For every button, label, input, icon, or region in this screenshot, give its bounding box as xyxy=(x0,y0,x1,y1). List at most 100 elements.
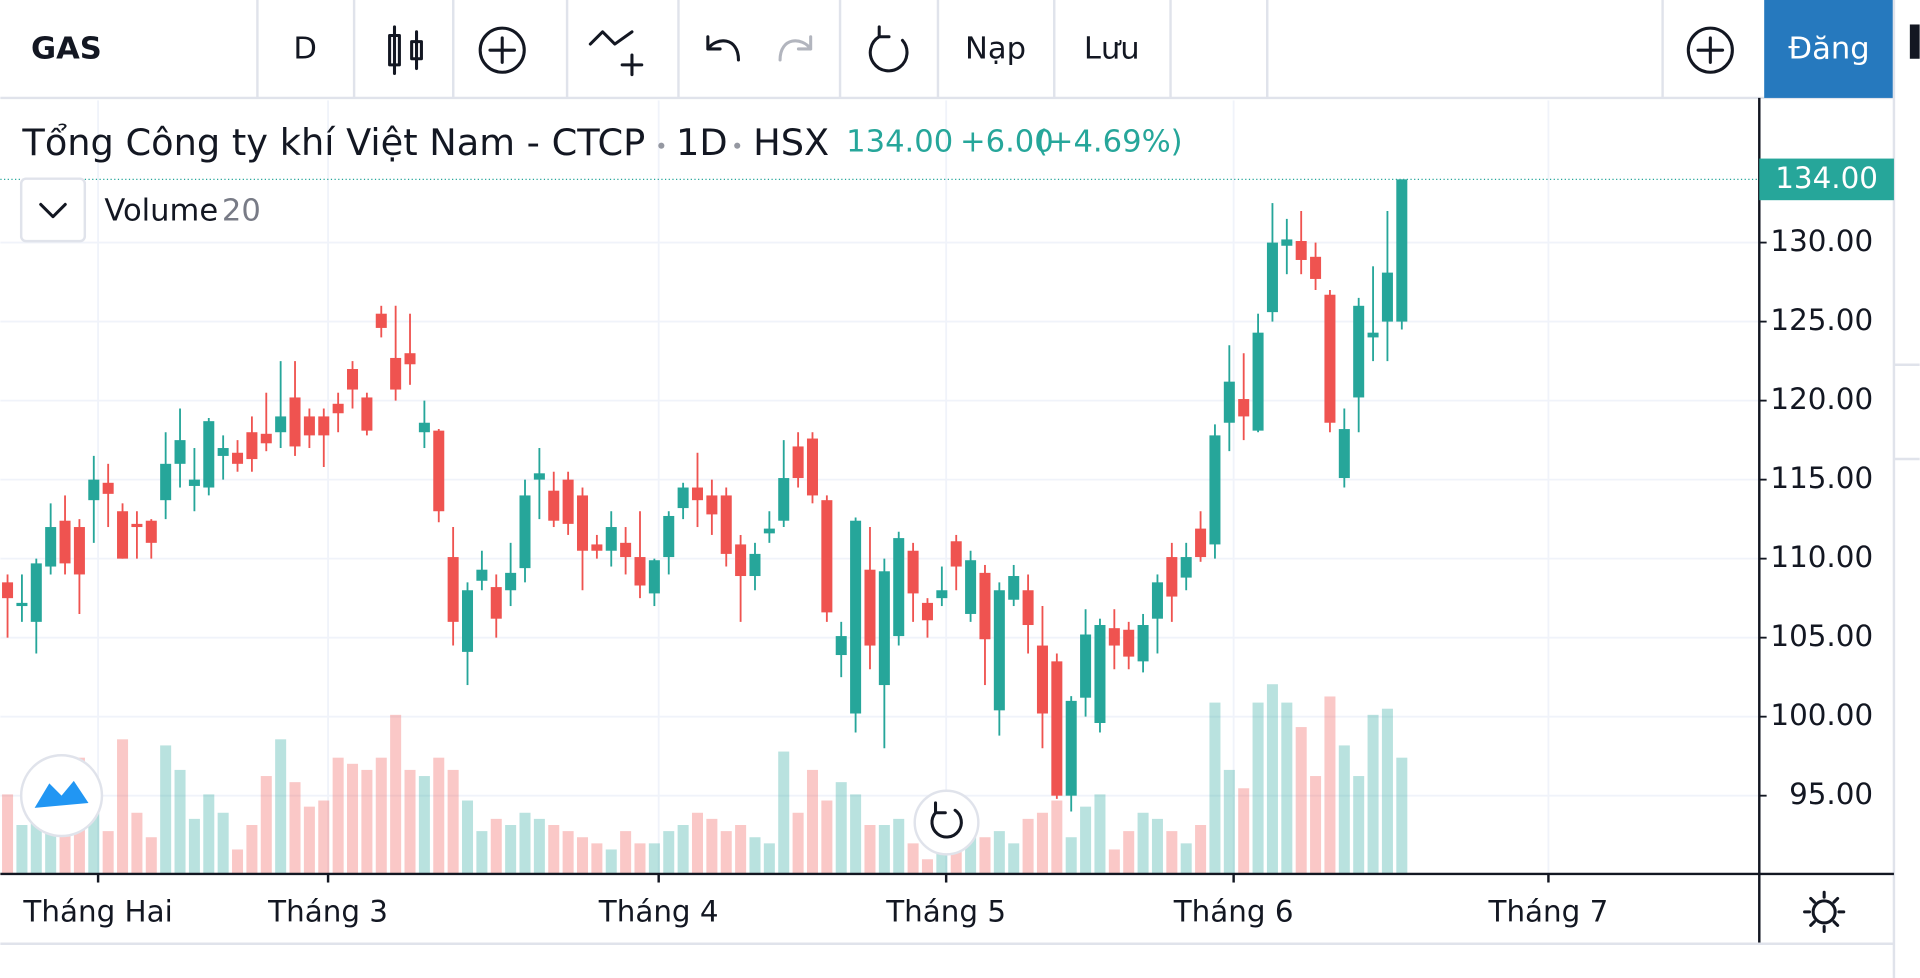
candle-body xyxy=(1065,700,1077,796)
candle-body xyxy=(45,527,57,567)
candle-body xyxy=(677,487,689,509)
candle-body xyxy=(806,438,818,496)
settings-button[interactable] xyxy=(1803,890,1846,934)
reset-scale-button[interactable] xyxy=(913,789,980,856)
volume-bar xyxy=(1195,824,1207,874)
candle-body xyxy=(1310,256,1322,279)
chart-style-button[interactable] xyxy=(388,25,423,75)
volume-bar xyxy=(936,837,948,874)
candle-body xyxy=(462,590,474,652)
volume-bar xyxy=(1353,776,1365,874)
y-tick-label: 105.00 xyxy=(1770,619,1873,653)
volume-bar xyxy=(246,824,258,874)
add-button[interactable] xyxy=(1686,26,1734,74)
candle-body xyxy=(1036,645,1048,714)
candle-body xyxy=(1223,381,1235,423)
volume-bar xyxy=(821,800,833,874)
candle-body xyxy=(275,416,287,433)
x-tick-label: Tháng 4 xyxy=(598,895,719,929)
volume-bar xyxy=(2,794,14,874)
candle-body xyxy=(433,430,445,512)
volume-bar xyxy=(318,800,330,874)
volume-bar xyxy=(778,751,790,874)
candle-body xyxy=(907,550,919,594)
candle-body xyxy=(476,569,488,581)
volume-bar xyxy=(332,757,344,874)
volume-bar xyxy=(203,794,215,874)
compare-button[interactable] xyxy=(478,26,526,74)
candle-body xyxy=(648,560,660,594)
volume-bar xyxy=(720,831,732,874)
candle-body xyxy=(835,636,847,656)
candle-body xyxy=(232,452,244,464)
candle-body xyxy=(850,520,862,714)
interval-button[interactable]: D xyxy=(293,32,317,67)
volume-bar xyxy=(519,812,531,874)
logo[interactable] xyxy=(19,754,104,838)
candle-body xyxy=(117,511,129,559)
volume-bar xyxy=(792,812,804,874)
candle-body xyxy=(131,523,143,528)
volume-bar xyxy=(835,782,847,874)
volume-bar xyxy=(1324,696,1336,874)
volume-bar xyxy=(217,812,229,874)
volume-bar xyxy=(1080,806,1092,874)
volume-bar xyxy=(447,769,459,874)
candle-body xyxy=(1238,399,1250,417)
volume-bar xyxy=(433,757,445,874)
volume-bar xyxy=(735,824,747,874)
candle-body xyxy=(1338,429,1350,479)
volume-bar xyxy=(993,831,1005,874)
candle-body xyxy=(792,446,804,479)
volume-bar xyxy=(1036,812,1048,874)
x-tick-label: Tháng 3 xyxy=(267,895,388,929)
volume-bar xyxy=(634,843,646,874)
volume-bar xyxy=(102,831,114,874)
volume-bar xyxy=(1209,702,1221,874)
candle-body xyxy=(1008,576,1020,600)
candle-body xyxy=(706,495,718,515)
candle-body xyxy=(1209,435,1221,545)
legend-change: +6.00 xyxy=(960,125,1054,160)
volume-bar xyxy=(893,818,905,874)
candle-body xyxy=(878,571,890,686)
volume-bar xyxy=(1338,745,1350,874)
candle-body xyxy=(1252,332,1264,431)
volume-bar xyxy=(979,837,991,874)
candle-body xyxy=(691,487,703,501)
volume-bar xyxy=(878,824,890,874)
volume-bar xyxy=(591,843,603,874)
volume-bar xyxy=(275,739,287,874)
volume-bar xyxy=(1008,843,1020,874)
save-button[interactable]: Lưu xyxy=(1084,32,1140,67)
reset-button[interactable] xyxy=(868,25,909,73)
volume-bar xyxy=(131,812,143,874)
indicators-button[interactable] xyxy=(588,30,644,77)
volume-bar xyxy=(145,837,157,874)
volume-bar xyxy=(289,782,301,874)
candle-body xyxy=(303,416,315,436)
candle-body xyxy=(1396,179,1408,322)
candle-body xyxy=(1080,634,1092,698)
y-tick-label: 110.00 xyxy=(1770,540,1873,574)
volume-bar xyxy=(1367,714,1379,874)
candle-body xyxy=(1151,582,1163,619)
collapse-button[interactable] xyxy=(19,177,87,243)
undo-button[interactable] xyxy=(706,35,740,62)
candle-body xyxy=(318,416,330,436)
candle-body xyxy=(16,602,28,607)
volume-bar xyxy=(907,843,919,874)
candle-body xyxy=(160,463,172,501)
candle-body xyxy=(893,538,905,637)
volume-bar xyxy=(188,818,200,874)
candle-body xyxy=(174,440,186,464)
signup-background[interactable] xyxy=(1764,0,1894,98)
volume-layer xyxy=(2,684,1408,874)
instrument-title: Tổng Công ty khí Việt Nam - CTCP xyxy=(21,121,645,164)
legend-change-percent: (+4.69%) xyxy=(1036,125,1183,160)
signup-button[interactable]: Đăng xyxy=(1788,32,1869,67)
load-button[interactable]: Nạp xyxy=(965,32,1026,67)
symbol[interactable]: GAS xyxy=(31,32,102,67)
candle-body xyxy=(1295,241,1307,260)
candle-body xyxy=(505,572,517,591)
